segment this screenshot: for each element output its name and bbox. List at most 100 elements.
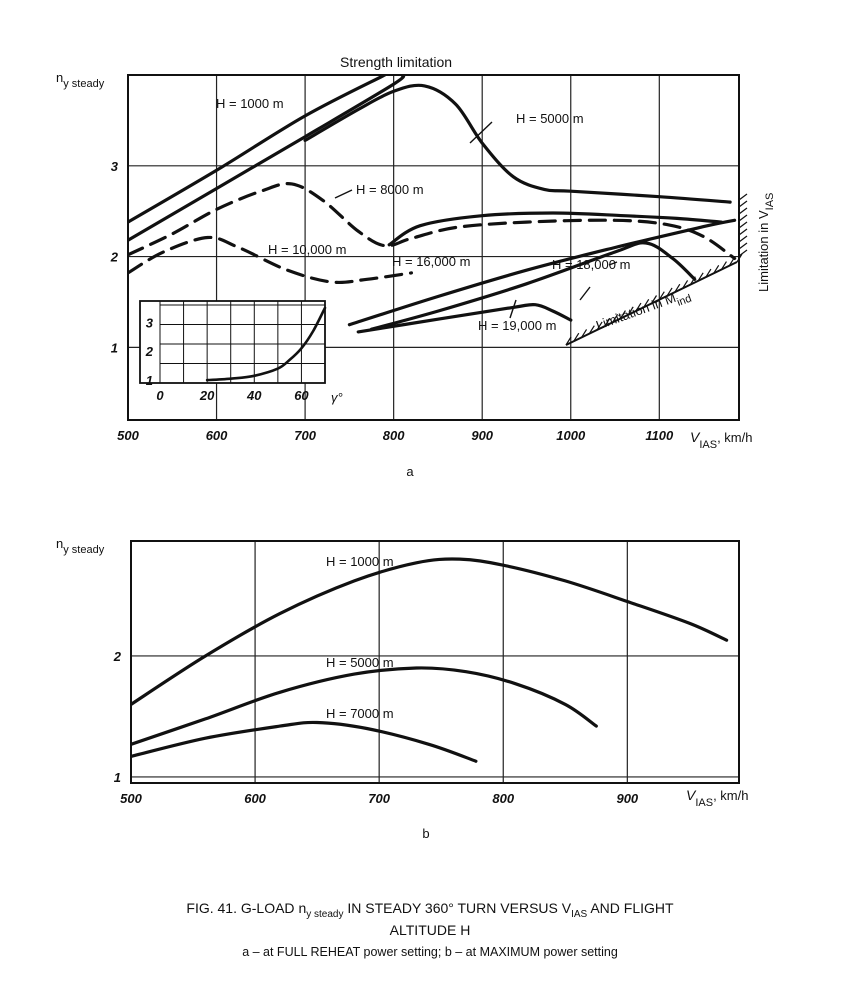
chart-b: 500 600 700 800 900 12 ny steady VIAS, km/h …	[56, 536, 748, 809]
hatch-mark	[650, 295, 658, 304]
series-label-h16000: H = 16,000 m	[392, 254, 470, 269]
hatch-mark	[666, 287, 673, 297]
chart-b-grid	[131, 541, 739, 783]
series-label-h5000: H = 5000 m	[516, 111, 584, 126]
hatch-mark	[728, 257, 735, 267]
hatch-mark	[697, 272, 704, 282]
chart-b-y-axis-title: ny steady	[56, 536, 105, 556]
leader-h5000	[469, 121, 493, 144]
series-line-4	[387, 211, 723, 247]
hatch-mark	[705, 268, 712, 278]
inset-gamma-label: γ°	[331, 390, 343, 405]
series-line-8	[356, 302, 573, 334]
series-line-2	[303, 83, 732, 204]
strength-limitation-label: Strength limitation	[340, 54, 452, 70]
chart-a-x-ticks: 500 600 700 800 900 1000 1100	[117, 428, 674, 443]
hatch-mark	[738, 235, 748, 243]
hatch-mark	[581, 329, 588, 338]
inset-y-tick-label: 3	[146, 315, 154, 330]
series-label-b-h1000: H = 1000 m	[326, 554, 394, 569]
series-label-h10000: H = 10,000 m	[268, 242, 346, 257]
series-label-h1000: H = 1000 m	[216, 96, 284, 111]
inset-frame	[139, 300, 326, 384]
series-line-7	[369, 241, 697, 331]
series-label-b-h5000: H = 5000 m	[326, 655, 394, 670]
hatch-mark	[738, 207, 748, 215]
series-line-0	[128, 75, 387, 224]
chart-b-x-ticks: 500 600 700 800 900	[120, 791, 639, 806]
inset-x-tick-label: 40	[246, 388, 262, 403]
panel-a-letter: a	[406, 464, 414, 479]
chart-a-y-ticks: 1 2 3	[110, 159, 119, 356]
chart-b-y-ticks: 12	[113, 649, 122, 785]
series-line-1	[131, 666, 598, 746]
x-tick-label: 900	[471, 428, 493, 443]
y-tick-label: 1	[111, 340, 118, 355]
inset-x-ticks: 0 20 40 60	[156, 388, 309, 403]
chart-a-y-axis-title: ny steady	[56, 70, 105, 90]
hatch-mark	[738, 221, 748, 229]
y-tick-label: 2	[113, 649, 122, 664]
hatch-mark	[658, 291, 665, 301]
series-label-h8000: H = 8000 m	[356, 182, 424, 197]
y-tick-label: 1	[114, 770, 121, 785]
hatch-mark	[738, 228, 748, 236]
leader-h18000	[608, 261, 618, 266]
chart-a-x-axis-title: VIAS, km/h	[690, 429, 752, 451]
hatch-mark	[596, 321, 603, 331]
x-tick-label: 800	[492, 791, 514, 806]
hatch-mark	[738, 200, 748, 208]
inset-curve	[205, 306, 327, 382]
x-tick-label: 700	[368, 791, 390, 806]
x-tick-label: 1000	[556, 428, 586, 443]
x-tick-label: 500	[120, 791, 142, 806]
series-line-5	[128, 235, 413, 285]
limitation-m-ind-label: Limitation in Mind	[594, 285, 693, 337]
chart-b-frame	[130, 540, 740, 784]
inset-y-tick-label: 2	[145, 344, 154, 359]
leader-h19000	[509, 299, 517, 319]
hatch-mark	[604, 317, 611, 327]
series-label-h18000: H = 18,000 m	[552, 257, 630, 272]
inset-chart: 0 20 40 60 1 2 3 γ°	[139, 300, 343, 405]
y-tick-label: 2	[110, 250, 119, 265]
x-tick-label: 1100	[645, 428, 674, 443]
chart-a-series	[128, 75, 737, 334]
hatch-mark	[713, 265, 720, 274]
hatch-mark	[682, 280, 689, 289]
x-tick-label: 900	[616, 791, 638, 806]
hatch-mark	[738, 249, 748, 257]
series-line-3	[128, 182, 737, 260]
hatch-mark	[738, 242, 748, 250]
hatch-mark	[573, 332, 580, 342]
m-ind-limit-line	[565, 253, 743, 346]
x-tick-label: 600	[206, 428, 228, 443]
hatch-mark	[689, 276, 696, 285]
hatch-mark	[627, 306, 634, 316]
y-tick-label: 3	[111, 159, 119, 174]
v-ias-limit-line	[738, 193, 748, 262]
series-label-h19000: H = 19,000 m	[478, 318, 556, 333]
x-tick-label: 500	[117, 428, 139, 443]
leader-h8000	[334, 189, 353, 199]
hatch-mark	[565, 336, 572, 346]
inset-y-ticks: 1 2 3	[145, 315, 154, 388]
chart-b-x-axis-title: VIAS, km/h	[686, 787, 748, 809]
v-ias-limit-hatching	[738, 193, 748, 257]
x-tick-label: 600	[244, 791, 266, 806]
x-tick-label: 700	[294, 428, 316, 443]
m-ind-limit-hatching	[565, 253, 743, 346]
series-label-b-h7000: H = 7000 m	[326, 706, 394, 721]
figure-caption-line2: ALTITUDE H	[389, 922, 471, 938]
hatch-mark	[720, 261, 727, 270]
inset-y-tick-label: 1	[146, 373, 153, 388]
chart-b-series	[131, 557, 729, 763]
figure-caption-line1: FIG. 41. G-LOAD ny steady IN STEADY 360°…	[186, 900, 674, 920]
series-line-0	[131, 557, 729, 706]
hatch-mark	[588, 325, 595, 334]
inset-x-tick-label: 0	[156, 388, 164, 403]
series-line-2	[131, 720, 478, 763]
series-line-1	[128, 75, 406, 242]
hatch-mark	[635, 302, 642, 312]
